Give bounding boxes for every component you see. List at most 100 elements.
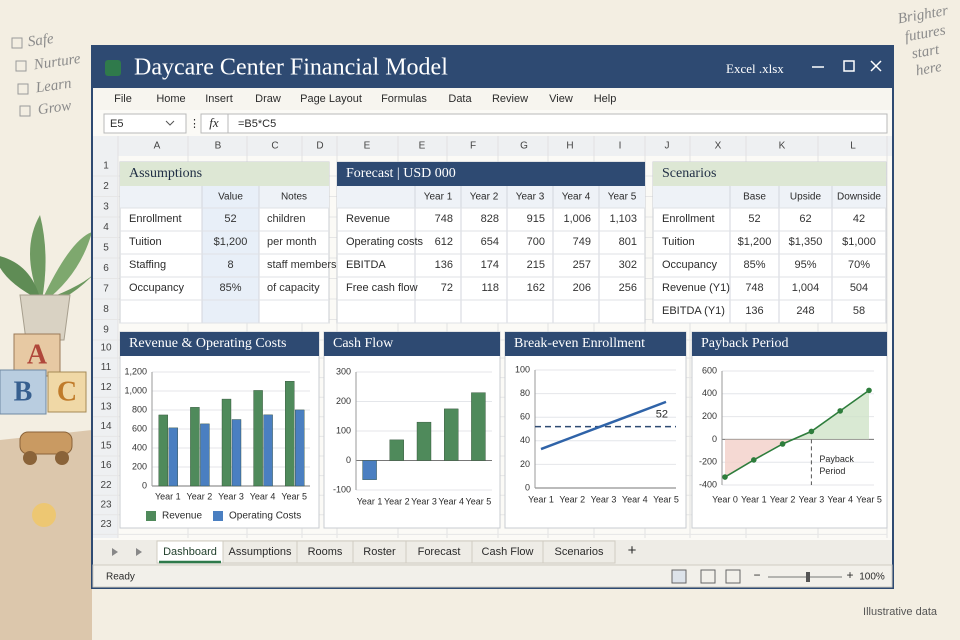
table-cell: 915: [527, 213, 545, 225]
menu-item[interactable]: Home: [156, 93, 185, 105]
x-tick-label: Year 2: [384, 496, 410, 506]
column-header: J: [665, 141, 670, 152]
menu-item[interactable]: View: [549, 93, 573, 105]
table-cell: $1,200: [738, 236, 772, 248]
column-header: L: [850, 141, 856, 152]
x-tick-label: Year 2: [770, 494, 796, 504]
maximize-button[interactable]: [843, 60, 855, 72]
block-letter: C: [57, 376, 77, 407]
row-header: 11: [101, 362, 112, 373]
table-header: Year 3: [516, 192, 545, 203]
zoom-level: 100%: [859, 572, 885, 583]
row-label: Revenue (Y1): [662, 282, 730, 294]
sheet-tab-label: Rooms: [308, 546, 343, 558]
row-label: Revenue: [346, 213, 390, 225]
menu-item[interactable]: Review: [492, 93, 528, 105]
x-tick-label: Year 3: [411, 496, 437, 506]
table-cell: 118: [481, 282, 499, 294]
table-cell: 42: [853, 213, 865, 225]
y-tick-label: 200: [702, 411, 717, 421]
page-layout-view[interactable]: [700, 569, 716, 584]
marker: [722, 474, 728, 480]
legend-label: Revenue: [162, 511, 202, 522]
x-tick-label: Year 4: [250, 491, 276, 501]
marker: [866, 387, 872, 394]
table-cell: 162: [527, 282, 545, 294]
y-tick-label: 0: [346, 455, 351, 465]
table-cell: 504: [850, 282, 868, 294]
tab-next[interactable]: [136, 548, 142, 556]
menu-item[interactable]: File: [114, 93, 132, 105]
x-tick-label: Year 4: [438, 496, 464, 506]
table-cell: 85%: [219, 282, 241, 294]
zoom-knob[interactable]: [806, 572, 810, 582]
status-bar: [92, 564, 893, 588]
table-cell: 8: [227, 259, 233, 271]
zoom-out[interactable]: −: [753, 568, 760, 582]
row-header: 4: [103, 222, 109, 233]
y-tick-label: 100: [515, 364, 530, 374]
page-break-view[interactable]: [725, 569, 741, 584]
checklist-item: Nurture: [32, 51, 82, 74]
x-tick-label: Year 1: [741, 494, 767, 504]
row-header: 1: [103, 161, 109, 172]
tab-prev[interactable]: [112, 548, 118, 556]
y-tick-label: 400: [702, 388, 717, 398]
chart-title-band: [505, 332, 686, 356]
menu-item[interactable]: Formulas: [381, 93, 427, 105]
line: [724, 389, 870, 478]
sheet-tab-label: Roster: [363, 546, 396, 558]
y-tick-label: 600: [132, 423, 147, 433]
table-header-row: [337, 186, 645, 208]
table-cell: 52: [748, 213, 760, 225]
y-tick-label: -400: [699, 479, 717, 489]
table-cell: 248: [796, 305, 814, 317]
zoom-in[interactable]: +: [846, 568, 853, 582]
close-button[interactable]: [870, 60, 882, 72]
table-header: Downside: [837, 192, 881, 203]
table-cell: $1,000: [842, 236, 876, 248]
formula-input[interactable]: [227, 113, 888, 134]
separator: ⋮: [189, 118, 200, 130]
x-tick-label: Year 2: [559, 494, 585, 504]
annotation: Period: [819, 466, 845, 476]
table-cell: 257: [573, 259, 591, 271]
bar: [158, 414, 169, 487]
bar: [221, 398, 232, 487]
menu-item[interactable]: Data: [448, 93, 472, 105]
menu-item[interactable]: Draw: [255, 93, 281, 105]
chart-panel: [119, 331, 320, 529]
table-cell: 302: [619, 259, 637, 271]
plant: [0, 215, 98, 341]
bar: [263, 414, 273, 487]
tagline: start: [911, 42, 942, 63]
row-header: 6: [103, 263, 109, 274]
row-label: Free cash flow: [346, 282, 418, 294]
line: [540, 400, 667, 451]
y-tick-label: -200: [699, 457, 717, 467]
add-sheet[interactable]: +: [628, 542, 637, 559]
y-tick-label: 0: [525, 482, 530, 492]
bar: [295, 409, 305, 487]
table-title-band: [653, 162, 886, 186]
table-cell: 70%: [848, 259, 870, 271]
table-cell: 654: [481, 236, 499, 248]
menu-item[interactable]: Insert: [205, 93, 233, 105]
marker: [751, 457, 757, 463]
row-label: Operating costs: [346, 236, 424, 248]
tagline: futures: [904, 22, 947, 45]
y-tick-label: 60: [520, 412, 530, 422]
menu-item[interactable]: Help: [594, 93, 617, 105]
bar: [168, 427, 179, 487]
sheet-tab[interactable]: [542, 540, 616, 564]
name-box[interactable]: [103, 113, 187, 134]
normal-view[interactable]: [671, 569, 687, 584]
table-header: Year 5: [608, 192, 637, 203]
bar: [285, 381, 295, 487]
row-label: Tuition: [662, 236, 695, 248]
marker: [779, 441, 786, 447]
menu-item[interactable]: Page Layout: [300, 93, 362, 105]
table-cell: 748: [745, 282, 763, 294]
y-tick-label: 800: [132, 404, 147, 414]
row-label: EBITDA (Y1): [662, 305, 725, 317]
